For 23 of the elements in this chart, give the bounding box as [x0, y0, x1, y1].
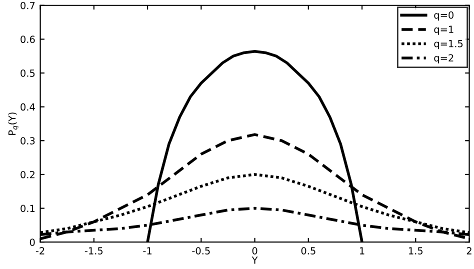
legend-label: q=0: [434, 11, 454, 21]
x-tick-label: 1.5: [408, 247, 423, 254]
y-tick-label: 0: [30, 238, 35, 246]
y-tick-label: 0.1: [20, 204, 35, 212]
x-tick-label: 0.5: [301, 247, 316, 254]
x-tick-label: 0: [252, 247, 258, 254]
x-tick-label: -1.5: [84, 247, 103, 254]
x-axis-title: Y: [252, 256, 258, 264]
y-tick-label: 0.7: [20, 2, 35, 10]
y-tick-label: 0.4: [20, 103, 35, 111]
legend-label: q=1.5: [434, 40, 463, 50]
x-tick-label: -1: [143, 247, 152, 254]
x-tick-label: 2: [466, 247, 472, 254]
y-tick-label: 0.6: [20, 36, 35, 44]
legend-label: q=1: [434, 26, 454, 35]
y-tick-label: 0.3: [20, 137, 35, 144]
x-tick-label: 1: [360, 247, 364, 254]
y-tick-label: 0.5: [20, 69, 35, 77]
x-tick-label: -2: [36, 247, 44, 254]
legend-label: q=2: [434, 54, 454, 64]
y-tick-label: 0.2: [20, 170, 34, 178]
x-tick-label: -0.5: [192, 247, 210, 254]
y-axis-title: P$_{q}$(Y): [8, 112, 19, 135]
